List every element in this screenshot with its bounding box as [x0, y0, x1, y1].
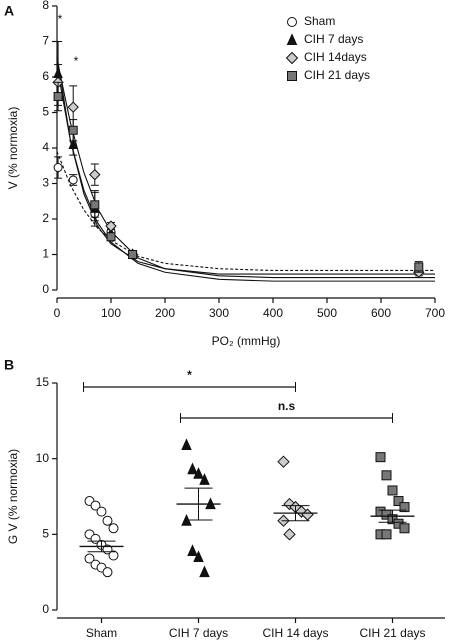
marker [199, 565, 210, 578]
legend-marker [285, 51, 299, 65]
marker [102, 567, 113, 578]
sem-bar [87, 540, 116, 553]
y-tick-label: 15 [36, 375, 50, 389]
y-tick-label: 10 [36, 451, 50, 465]
marker [84, 553, 95, 564]
x-tick-label: CIH 7 days [169, 626, 228, 640]
legend-label: CIH 21 days [304, 68, 370, 82]
marker [68, 175, 78, 185]
annotation: * [74, 54, 79, 68]
marker [90, 200, 100, 210]
marker [68, 138, 78, 149]
marker [96, 506, 107, 517]
marker [381, 470, 392, 481]
y-tick-label: 0 [42, 602, 49, 616]
x-tick-label: 0 [54, 306, 61, 320]
marker [68, 125, 78, 135]
marker [128, 250, 138, 259]
panel-label: A [4, 3, 14, 19]
marker [193, 550, 204, 563]
marker [295, 505, 308, 518]
x-tick-label: 100 [101, 306, 121, 320]
marker [106, 232, 116, 242]
annotation: * [58, 12, 63, 26]
marker [283, 528, 296, 541]
marker [105, 220, 117, 232]
marker [181, 438, 192, 451]
legend-marker [286, 33, 298, 45]
marker [108, 523, 119, 534]
marker [381, 529, 392, 540]
y-tick-label: 4 [42, 140, 49, 154]
y-tick-label: 3 [42, 176, 49, 190]
marker [90, 500, 101, 511]
marker [393, 496, 404, 507]
sem-bar [184, 487, 213, 521]
x-tick-label: 500 [317, 306, 337, 320]
y-tick-label: 5 [42, 527, 49, 541]
x-tick-label: 300 [209, 306, 229, 320]
fit-curve [56, 55, 435, 275]
marker [108, 550, 119, 561]
x-tick-label: 200 [155, 306, 175, 320]
fit-curve [56, 151, 435, 272]
marker [89, 168, 101, 181]
x-axis-label: PO₂ (mmHg) [212, 334, 281, 348]
legend-label: CIH 14days [304, 50, 367, 64]
marker [399, 502, 410, 513]
x-tick-label: CIH 21 days [359, 626, 425, 640]
marker [414, 262, 424, 272]
comparison-label: n.s [278, 399, 296, 413]
marker [53, 92, 63, 102]
x-tick-label: 700 [425, 306, 445, 320]
marker [399, 523, 410, 534]
y-axis-label: G V (% normoxia) [6, 449, 20, 544]
fit-curve [56, 59, 435, 279]
y-tick-label: 6 [42, 69, 49, 83]
y-axis-label: V (% normoxia) [6, 107, 20, 190]
y-tick-label: 1 [42, 247, 49, 261]
fit-curve [56, 66, 435, 282]
marker [199, 473, 210, 485]
x-tick-label: Sham [86, 626, 117, 640]
comparison-label: * [187, 368, 192, 382]
y-tick-label: 8 [42, 0, 49, 12]
marker [277, 455, 290, 468]
legend-label: CIH 7 days [304, 32, 363, 46]
y-tick-label: 7 [42, 34, 49, 48]
sem-bar [281, 505, 310, 522]
legend-label: Sham [304, 14, 335, 28]
marker [187, 544, 198, 556]
x-tick-label: CIH 14 days [262, 626, 328, 640]
panel-label: B [4, 357, 14, 373]
marker [53, 163, 63, 173]
sem-bar [378, 509, 407, 523]
x-tick-label: 600 [371, 306, 391, 320]
legend-marker [287, 71, 297, 81]
marker [193, 467, 204, 479]
x-tick-label: 400 [263, 306, 283, 320]
marker [187, 462, 198, 475]
marker [375, 452, 386, 463]
marker [387, 485, 398, 496]
y-tick-label: 2 [42, 211, 49, 225]
legend-marker [287, 17, 297, 27]
y-tick-label: 0 [42, 282, 49, 296]
y-tick-label: 5 [42, 105, 49, 119]
marker [102, 515, 113, 526]
marker [67, 101, 79, 113]
